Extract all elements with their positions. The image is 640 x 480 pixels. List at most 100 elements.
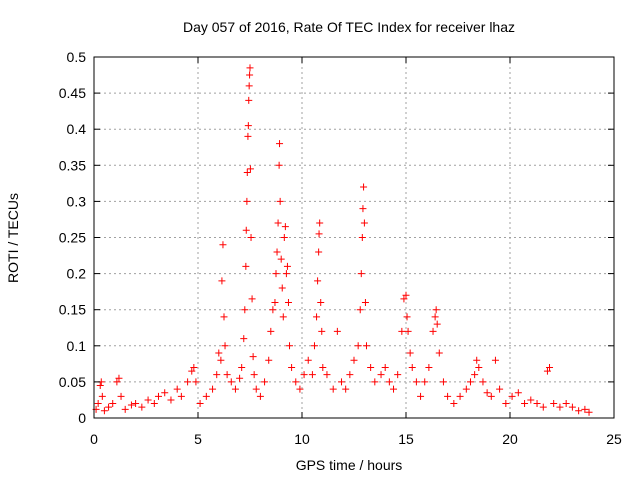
data-point xyxy=(231,385,239,393)
data-point xyxy=(167,396,175,404)
data-point xyxy=(403,313,411,321)
data-point xyxy=(444,392,452,400)
data-point xyxy=(371,378,379,386)
data-point xyxy=(412,378,420,386)
data-point xyxy=(243,169,251,177)
data-point xyxy=(161,389,169,397)
data-point xyxy=(475,363,483,371)
data-point xyxy=(277,255,285,263)
grid-lines xyxy=(94,57,614,418)
data-point xyxy=(188,367,196,375)
data-point xyxy=(190,363,198,371)
data-point xyxy=(256,392,264,400)
data-point xyxy=(278,284,286,292)
data-point xyxy=(385,378,393,386)
data-point xyxy=(244,132,252,140)
data-point xyxy=(279,313,287,321)
data-point xyxy=(377,371,385,379)
y-tick-label: 0.45 xyxy=(59,85,86,101)
data-point xyxy=(429,327,437,335)
y-tick-label: 0.15 xyxy=(59,302,86,318)
data-point xyxy=(247,234,255,241)
data-point xyxy=(240,335,248,343)
data-point xyxy=(508,392,516,400)
data-point xyxy=(144,396,152,404)
data-point xyxy=(192,378,200,386)
data-point xyxy=(313,313,321,321)
data-point xyxy=(350,356,358,364)
data-point xyxy=(215,349,223,357)
data-point xyxy=(562,400,570,408)
data-point xyxy=(248,295,256,303)
data-point xyxy=(404,327,412,335)
data-point xyxy=(491,356,499,364)
data-point xyxy=(314,277,322,285)
data-point xyxy=(269,306,277,314)
data-point xyxy=(479,378,487,386)
data-point xyxy=(360,219,368,227)
data-point xyxy=(546,363,554,371)
data-point xyxy=(456,392,464,400)
data-point xyxy=(433,320,441,328)
data-point xyxy=(400,295,408,303)
data-point xyxy=(381,363,389,371)
data-point xyxy=(539,403,547,411)
data-point xyxy=(568,403,576,411)
data-point xyxy=(281,223,289,231)
data-point xyxy=(117,392,125,400)
data-point xyxy=(221,342,229,350)
data-point xyxy=(417,392,425,400)
data-point xyxy=(550,400,558,408)
data-point xyxy=(358,234,366,241)
data-point xyxy=(127,401,135,409)
y-tick-label: 0.1 xyxy=(67,338,87,354)
data-point xyxy=(581,405,589,413)
data-point xyxy=(360,183,368,191)
y-axis-label: ROTI / TECUs xyxy=(5,193,21,283)
data-point xyxy=(502,400,510,408)
data-point xyxy=(354,342,362,350)
x-tick-label: 10 xyxy=(294,431,310,447)
data-point xyxy=(138,403,146,411)
data-point xyxy=(250,371,258,379)
axis-ticks: 0 0.05 0.1 0.15 0.2 0.25 0.3 0.35 0.4 0.45 0.5 0 5 10… xyxy=(59,49,622,447)
data-point xyxy=(94,400,102,408)
data-point xyxy=(435,349,443,357)
data-point xyxy=(342,385,350,393)
data-points xyxy=(92,64,593,416)
data-point xyxy=(267,327,275,335)
data-point xyxy=(471,371,479,379)
data-point xyxy=(276,140,284,148)
data-point xyxy=(323,371,331,379)
data-point xyxy=(402,291,410,299)
data-point xyxy=(318,327,326,335)
x-tick-label: 25 xyxy=(606,431,622,447)
data-point xyxy=(252,385,260,393)
y-tick-label: 0.5 xyxy=(67,49,87,65)
data-point xyxy=(96,382,104,390)
data-point xyxy=(109,400,117,408)
data-point xyxy=(356,306,364,314)
data-point xyxy=(333,327,341,335)
data-point xyxy=(362,342,370,350)
data-point xyxy=(242,226,250,234)
data-point xyxy=(220,313,228,321)
data-point xyxy=(425,363,433,371)
data-point xyxy=(223,371,231,379)
data-point xyxy=(246,71,254,79)
data-point xyxy=(283,262,291,270)
data-point xyxy=(121,405,129,413)
data-point xyxy=(346,371,354,379)
data-point xyxy=(308,371,316,379)
data-point xyxy=(421,378,429,386)
data-point xyxy=(274,219,282,227)
data-point xyxy=(98,392,106,400)
data-point xyxy=(246,165,254,173)
data-point xyxy=(398,327,406,335)
data-point xyxy=(585,408,593,416)
data-point xyxy=(245,82,253,90)
data-point xyxy=(184,378,192,386)
y-tick-label: 0 xyxy=(78,410,86,426)
data-point xyxy=(276,197,284,205)
data-point xyxy=(361,298,369,306)
